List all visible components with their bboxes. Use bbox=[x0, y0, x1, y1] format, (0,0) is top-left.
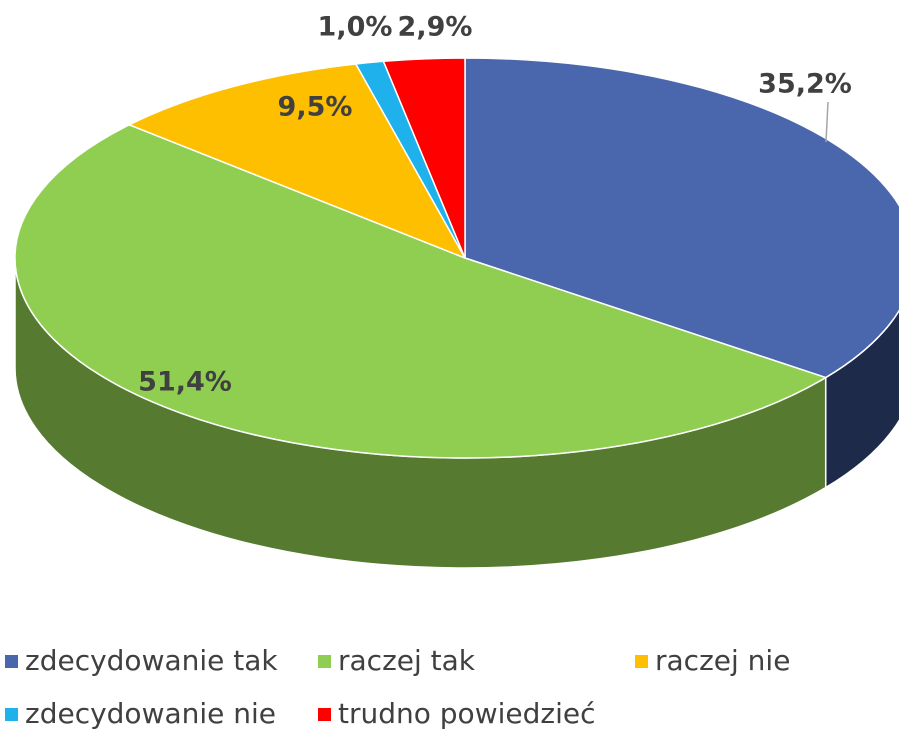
legend-swatch bbox=[318, 655, 331, 668]
legend-label: raczej tak bbox=[338, 644, 476, 677]
data-label: 2,9% bbox=[398, 12, 473, 43]
pie-slice bbox=[464, 57, 899, 379]
data-label: 51,4% bbox=[138, 367, 232, 398]
legend-label: zdecydowanie tak bbox=[25, 644, 278, 677]
data-label: 35,2% bbox=[758, 69, 852, 100]
legend-swatch bbox=[318, 708, 331, 721]
legend-swatch bbox=[5, 655, 18, 668]
pie-slice bbox=[382, 57, 466, 259]
legend-label: raczej nie bbox=[655, 644, 790, 677]
legend-label: trudno powiedzieć bbox=[338, 697, 595, 730]
legend-label: zdecydowanie nie bbox=[25, 697, 276, 730]
legend-swatch bbox=[5, 708, 18, 721]
data-label: 9,5% bbox=[278, 92, 353, 123]
data-label: 1,0% bbox=[318, 12, 393, 43]
leader-line bbox=[825, 101, 829, 143]
pie-slice bbox=[127, 63, 467, 260]
legend-swatch bbox=[635, 655, 648, 668]
pie-slice bbox=[14, 123, 828, 459]
